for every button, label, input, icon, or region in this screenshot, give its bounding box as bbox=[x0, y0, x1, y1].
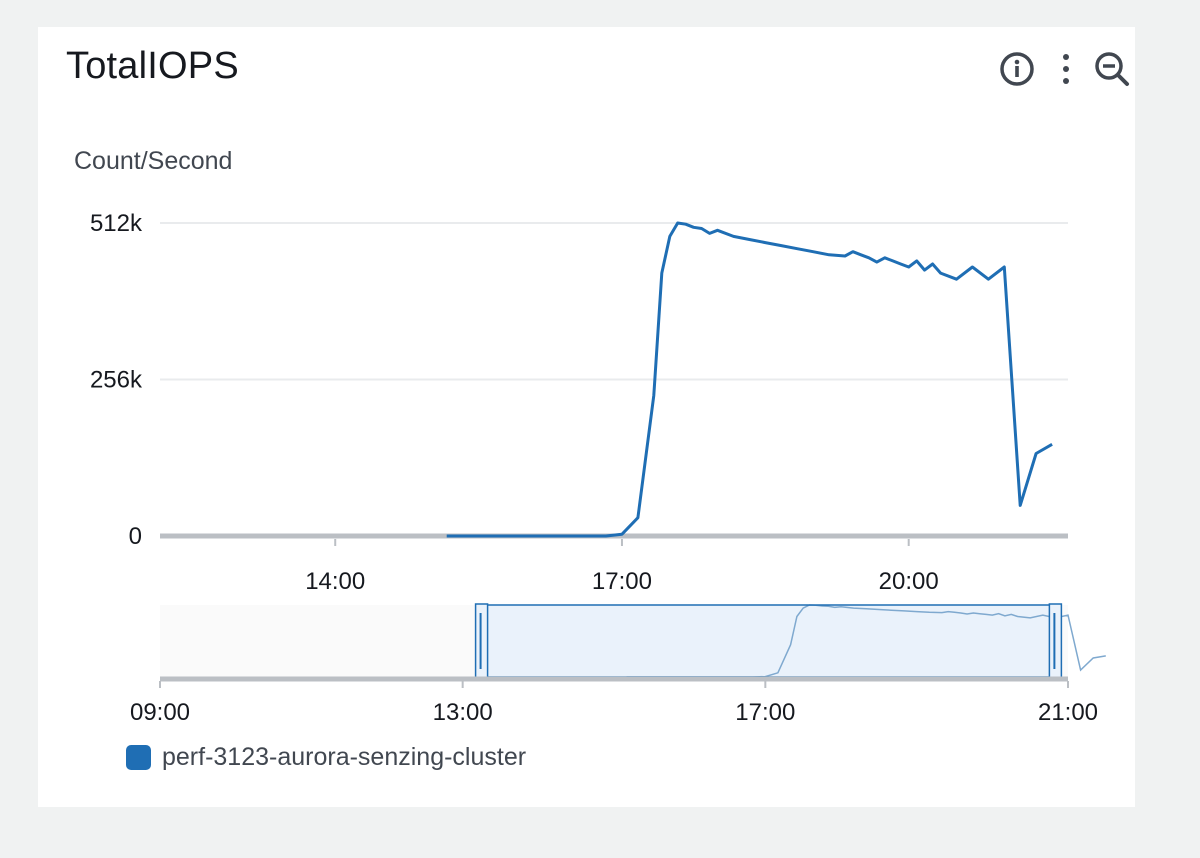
y-tick-label: 512k bbox=[90, 210, 143, 237]
more-vertical-icon[interactable] bbox=[1046, 49, 1086, 89]
navigator-left-handle[interactable] bbox=[474, 603, 489, 679]
zoom-out-icon[interactable] bbox=[1092, 49, 1132, 89]
series-line bbox=[446, 221, 1053, 538]
navigator-tick-label: 09:00 bbox=[130, 699, 190, 726]
navigator-selection bbox=[481, 605, 1056, 677]
legend-swatch bbox=[126, 745, 151, 770]
widget-title: TotalIOPS bbox=[66, 45, 239, 87]
x-tick-label: 14:00 bbox=[305, 568, 365, 595]
navigator-series-line bbox=[626, 604, 1106, 678]
navigator-right-handle[interactable] bbox=[1048, 603, 1063, 679]
x-tick-label: 17:00 bbox=[592, 568, 652, 595]
chart-svg: 512k 256k 0 14:00 17:00 20:00 09:00 13:00 17:0… bbox=[90, 210, 1106, 726]
y-tick-label: 0 bbox=[129, 523, 142, 550]
legend-label[interactable]: perf-3123-aurora-senzing-cluster bbox=[162, 743, 527, 771]
widget-actions bbox=[945, 49, 1135, 89]
x-tick-label: 20:00 bbox=[879, 568, 939, 595]
navigator-tick-label: 13:00 bbox=[433, 699, 493, 726]
metric-widget: TotalIOPS Count/Second 5 bbox=[38, 27, 1135, 807]
navigator-tick-label: 21:00 bbox=[1038, 699, 1098, 726]
y-tick-label: 256k bbox=[90, 367, 143, 394]
legend: perf-3123-aurora-senzing-cluster bbox=[126, 743, 526, 772]
navigator-tick-label: 17:00 bbox=[735, 699, 795, 726]
info-icon[interactable] bbox=[997, 49, 1037, 89]
y-axis-unit-label: Count/Second bbox=[74, 147, 233, 175]
